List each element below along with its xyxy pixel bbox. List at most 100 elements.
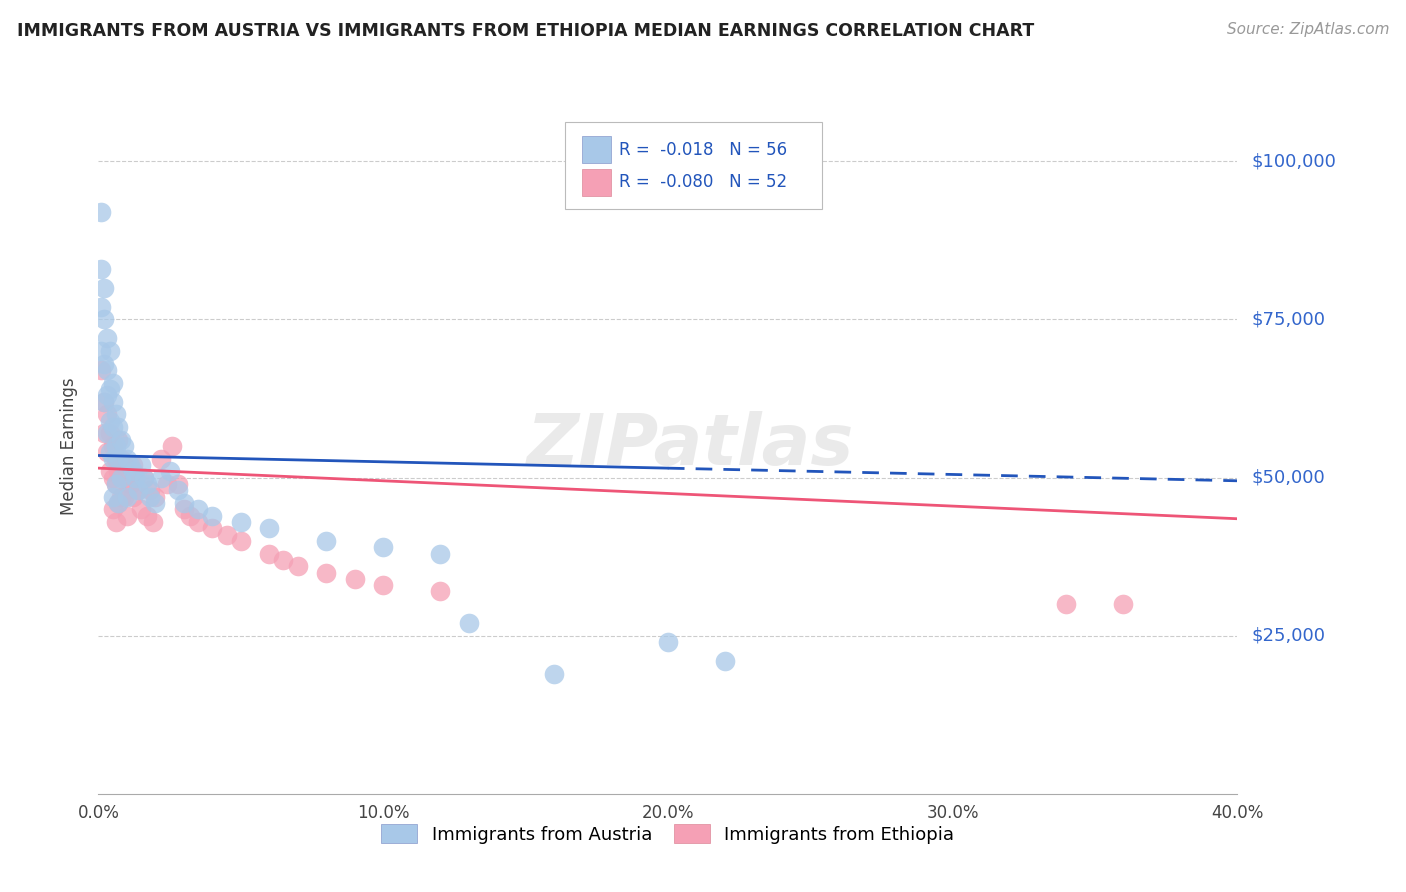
Point <box>429 584 451 599</box>
Point <box>104 439 127 453</box>
Point <box>543 666 565 681</box>
Point <box>93 394 115 409</box>
Point <box>215 527 238 541</box>
Point <box>145 496 167 510</box>
Legend: Immigrants from Austria, Immigrants from Ethiopia: Immigrants from Austria, Immigrants from… <box>374 817 962 851</box>
Point <box>104 408 127 422</box>
Point <box>132 470 155 484</box>
Point <box>101 420 124 434</box>
Point <box>93 312 115 326</box>
Point <box>129 458 152 472</box>
Point <box>98 414 121 428</box>
Point <box>110 433 132 447</box>
Point <box>1112 597 1135 611</box>
Point <box>162 439 184 453</box>
Point <box>110 470 132 484</box>
Point <box>150 470 173 484</box>
Point <box>101 502 124 516</box>
Point <box>96 445 118 459</box>
Point <box>110 490 132 504</box>
FancyBboxPatch shape <box>565 122 821 210</box>
Text: R =  -0.018   N = 56: R = -0.018 N = 56 <box>619 141 787 159</box>
Point <box>138 483 160 498</box>
Point <box>156 477 179 491</box>
Point <box>315 533 337 548</box>
Point <box>112 458 135 472</box>
Point <box>173 502 195 516</box>
Point <box>118 477 141 491</box>
Point <box>127 483 149 498</box>
Point <box>98 464 121 478</box>
Point <box>90 261 112 276</box>
Point <box>107 496 129 510</box>
Point <box>457 616 479 631</box>
Point <box>104 451 127 466</box>
Point <box>141 515 163 529</box>
Point <box>429 547 451 561</box>
Text: R =  -0.080   N = 52: R = -0.080 N = 52 <box>619 173 787 191</box>
Point <box>101 439 124 453</box>
Point <box>135 477 157 491</box>
Point <box>101 490 124 504</box>
Point <box>101 376 124 390</box>
Point <box>287 559 309 574</box>
Point <box>90 363 112 377</box>
Point <box>124 470 146 484</box>
Point <box>714 654 737 668</box>
Point <box>115 451 138 466</box>
Point <box>107 433 129 447</box>
Text: IMMIGRANTS FROM AUSTRIA VS IMMIGRANTS FROM ETHIOPIA MEDIAN EARNINGS CORRELATION : IMMIGRANTS FROM AUSTRIA VS IMMIGRANTS FR… <box>17 22 1035 40</box>
Point <box>115 490 138 504</box>
Point <box>112 439 135 453</box>
Point <box>373 540 395 554</box>
Point <box>107 496 129 510</box>
Point <box>373 578 395 592</box>
Point <box>98 426 121 441</box>
Point <box>98 344 121 359</box>
Point <box>107 464 129 478</box>
Point <box>1056 597 1078 611</box>
Point <box>259 547 281 561</box>
Point <box>101 470 124 484</box>
Point <box>135 508 157 523</box>
Point <box>187 515 209 529</box>
Point <box>90 205 112 219</box>
Point <box>112 490 135 504</box>
Point <box>167 483 190 498</box>
Point <box>104 515 127 529</box>
Point <box>159 464 181 478</box>
Point <box>124 470 146 484</box>
Y-axis label: Median Earnings: Median Earnings <box>59 377 77 515</box>
Point <box>104 477 127 491</box>
Point <box>93 426 115 441</box>
Point <box>273 553 295 567</box>
Point <box>173 496 195 510</box>
Point <box>96 331 118 345</box>
Point <box>179 508 201 523</box>
Point <box>110 451 132 466</box>
Point <box>121 490 143 504</box>
FancyBboxPatch shape <box>582 136 612 163</box>
Point <box>315 566 337 580</box>
Text: $50,000: $50,000 <box>1251 468 1324 487</box>
Text: $100,000: $100,000 <box>1251 153 1336 170</box>
Point <box>101 394 124 409</box>
Point <box>138 490 160 504</box>
Point <box>150 451 173 466</box>
Point <box>201 508 224 523</box>
Point <box>187 502 209 516</box>
Point <box>107 420 129 434</box>
FancyBboxPatch shape <box>582 169 612 195</box>
Point <box>90 344 112 359</box>
Point <box>229 515 252 529</box>
Point <box>121 458 143 472</box>
Point <box>90 300 112 314</box>
Point <box>93 394 115 409</box>
Point <box>93 357 115 371</box>
Text: Source: ZipAtlas.com: Source: ZipAtlas.com <box>1226 22 1389 37</box>
Point <box>96 363 118 377</box>
Point <box>127 483 149 498</box>
Point <box>229 533 252 548</box>
Point <box>118 458 141 472</box>
Point <box>98 445 121 459</box>
